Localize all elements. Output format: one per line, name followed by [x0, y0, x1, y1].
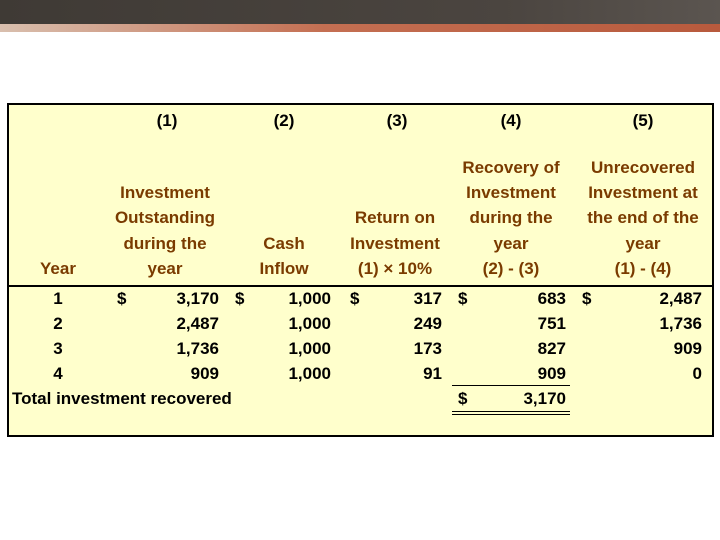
- header-divider: [9, 285, 712, 287]
- row1-return: 317: [413, 289, 442, 308]
- title-bar-band: [0, 0, 720, 24]
- header-col3-line2: Investment: [350, 234, 440, 253]
- col-number-2: (2): [273, 111, 295, 130]
- total-double-underline-top: [452, 411, 570, 412]
- row4-recovery: 909: [537, 364, 566, 383]
- row4-return: 91: [423, 364, 442, 383]
- header-col1-line3: during the: [123, 234, 207, 253]
- header-col1-line4: year: [147, 259, 183, 278]
- header-col5-line1: Unrecovered: [591, 158, 695, 177]
- row2-recovery: 751: [537, 314, 566, 333]
- col-number-3: (3): [386, 111, 408, 130]
- row1-unrecovered: 2,487: [659, 289, 702, 308]
- row1-dollar-col2: $: [235, 289, 245, 308]
- investment-recovery-table: (1) (2) (3) (4) (5) Year Investment Outs…: [7, 103, 714, 437]
- header-col3-line1: Return on: [354, 208, 436, 227]
- row4-unrecovered: 0: [692, 364, 702, 383]
- row4-cash: 1,000: [288, 364, 331, 383]
- row3-year: 3: [53, 339, 63, 358]
- header-col5-line3: the end of the: [587, 208, 699, 227]
- row2-return: 249: [413, 314, 442, 333]
- header-col4-line5: (2) - (3): [482, 259, 540, 278]
- header-year: Year: [40, 259, 76, 278]
- header-col4-line2: Investment: [466, 183, 556, 202]
- header-col1-line1: Investment: [120, 183, 210, 202]
- header-col1-line2: Outstanding: [114, 208, 216, 227]
- row3-cash: 1,000: [288, 339, 331, 358]
- header-col2-line2: Inflow: [259, 259, 309, 278]
- row4-year: 4: [53, 364, 63, 383]
- header-col2-line1: Cash: [263, 234, 305, 253]
- header-col3-line3: (1) × 10%: [357, 259, 433, 278]
- col-number-1: (1): [156, 111, 178, 130]
- total-double-underline-bottom: [452, 414, 570, 415]
- total-sum-line: [452, 385, 570, 386]
- row2-year: 2: [53, 314, 63, 333]
- header-col5-line4: year: [625, 234, 661, 253]
- row3-unrecovered: 909: [673, 339, 702, 358]
- total-label: Total investment recovered: [12, 389, 232, 408]
- header-col5-line5: (1) - (4): [614, 259, 672, 278]
- header-col4-line1: Recovery of: [462, 158, 560, 177]
- row1-cash: 1,000: [288, 289, 331, 308]
- header-col4-line3: during the: [469, 208, 553, 227]
- row1-year: 1: [53, 289, 63, 308]
- row2-cash: 1,000: [288, 314, 331, 333]
- col-number-5: (5): [632, 111, 654, 130]
- row1-recovery: 683: [537, 289, 566, 308]
- total-value: 3,170: [523, 389, 566, 408]
- row3-recovery: 827: [537, 339, 566, 358]
- row1-dollar-col4: $: [458, 289, 468, 308]
- row1-dollar-col3: $: [350, 289, 360, 308]
- col-number-4: (4): [500, 111, 522, 130]
- row2-unrecovered: 1,736: [659, 314, 702, 333]
- header-col5-line2: Investment at: [588, 183, 698, 202]
- row2-outstanding: 2,487: [176, 314, 219, 333]
- row1-dollar-col5: $: [582, 289, 592, 308]
- row3-return: 173: [413, 339, 442, 358]
- total-dollar: $: [458, 389, 468, 408]
- accent-stripe: [0, 24, 720, 32]
- row4-outstanding: 909: [190, 364, 219, 383]
- row1-outstanding: 3,170: [176, 289, 219, 308]
- row3-outstanding: 1,736: [176, 339, 219, 358]
- header-col4-line4: year: [493, 234, 529, 253]
- row1-dollar-col1: $: [117, 289, 127, 308]
